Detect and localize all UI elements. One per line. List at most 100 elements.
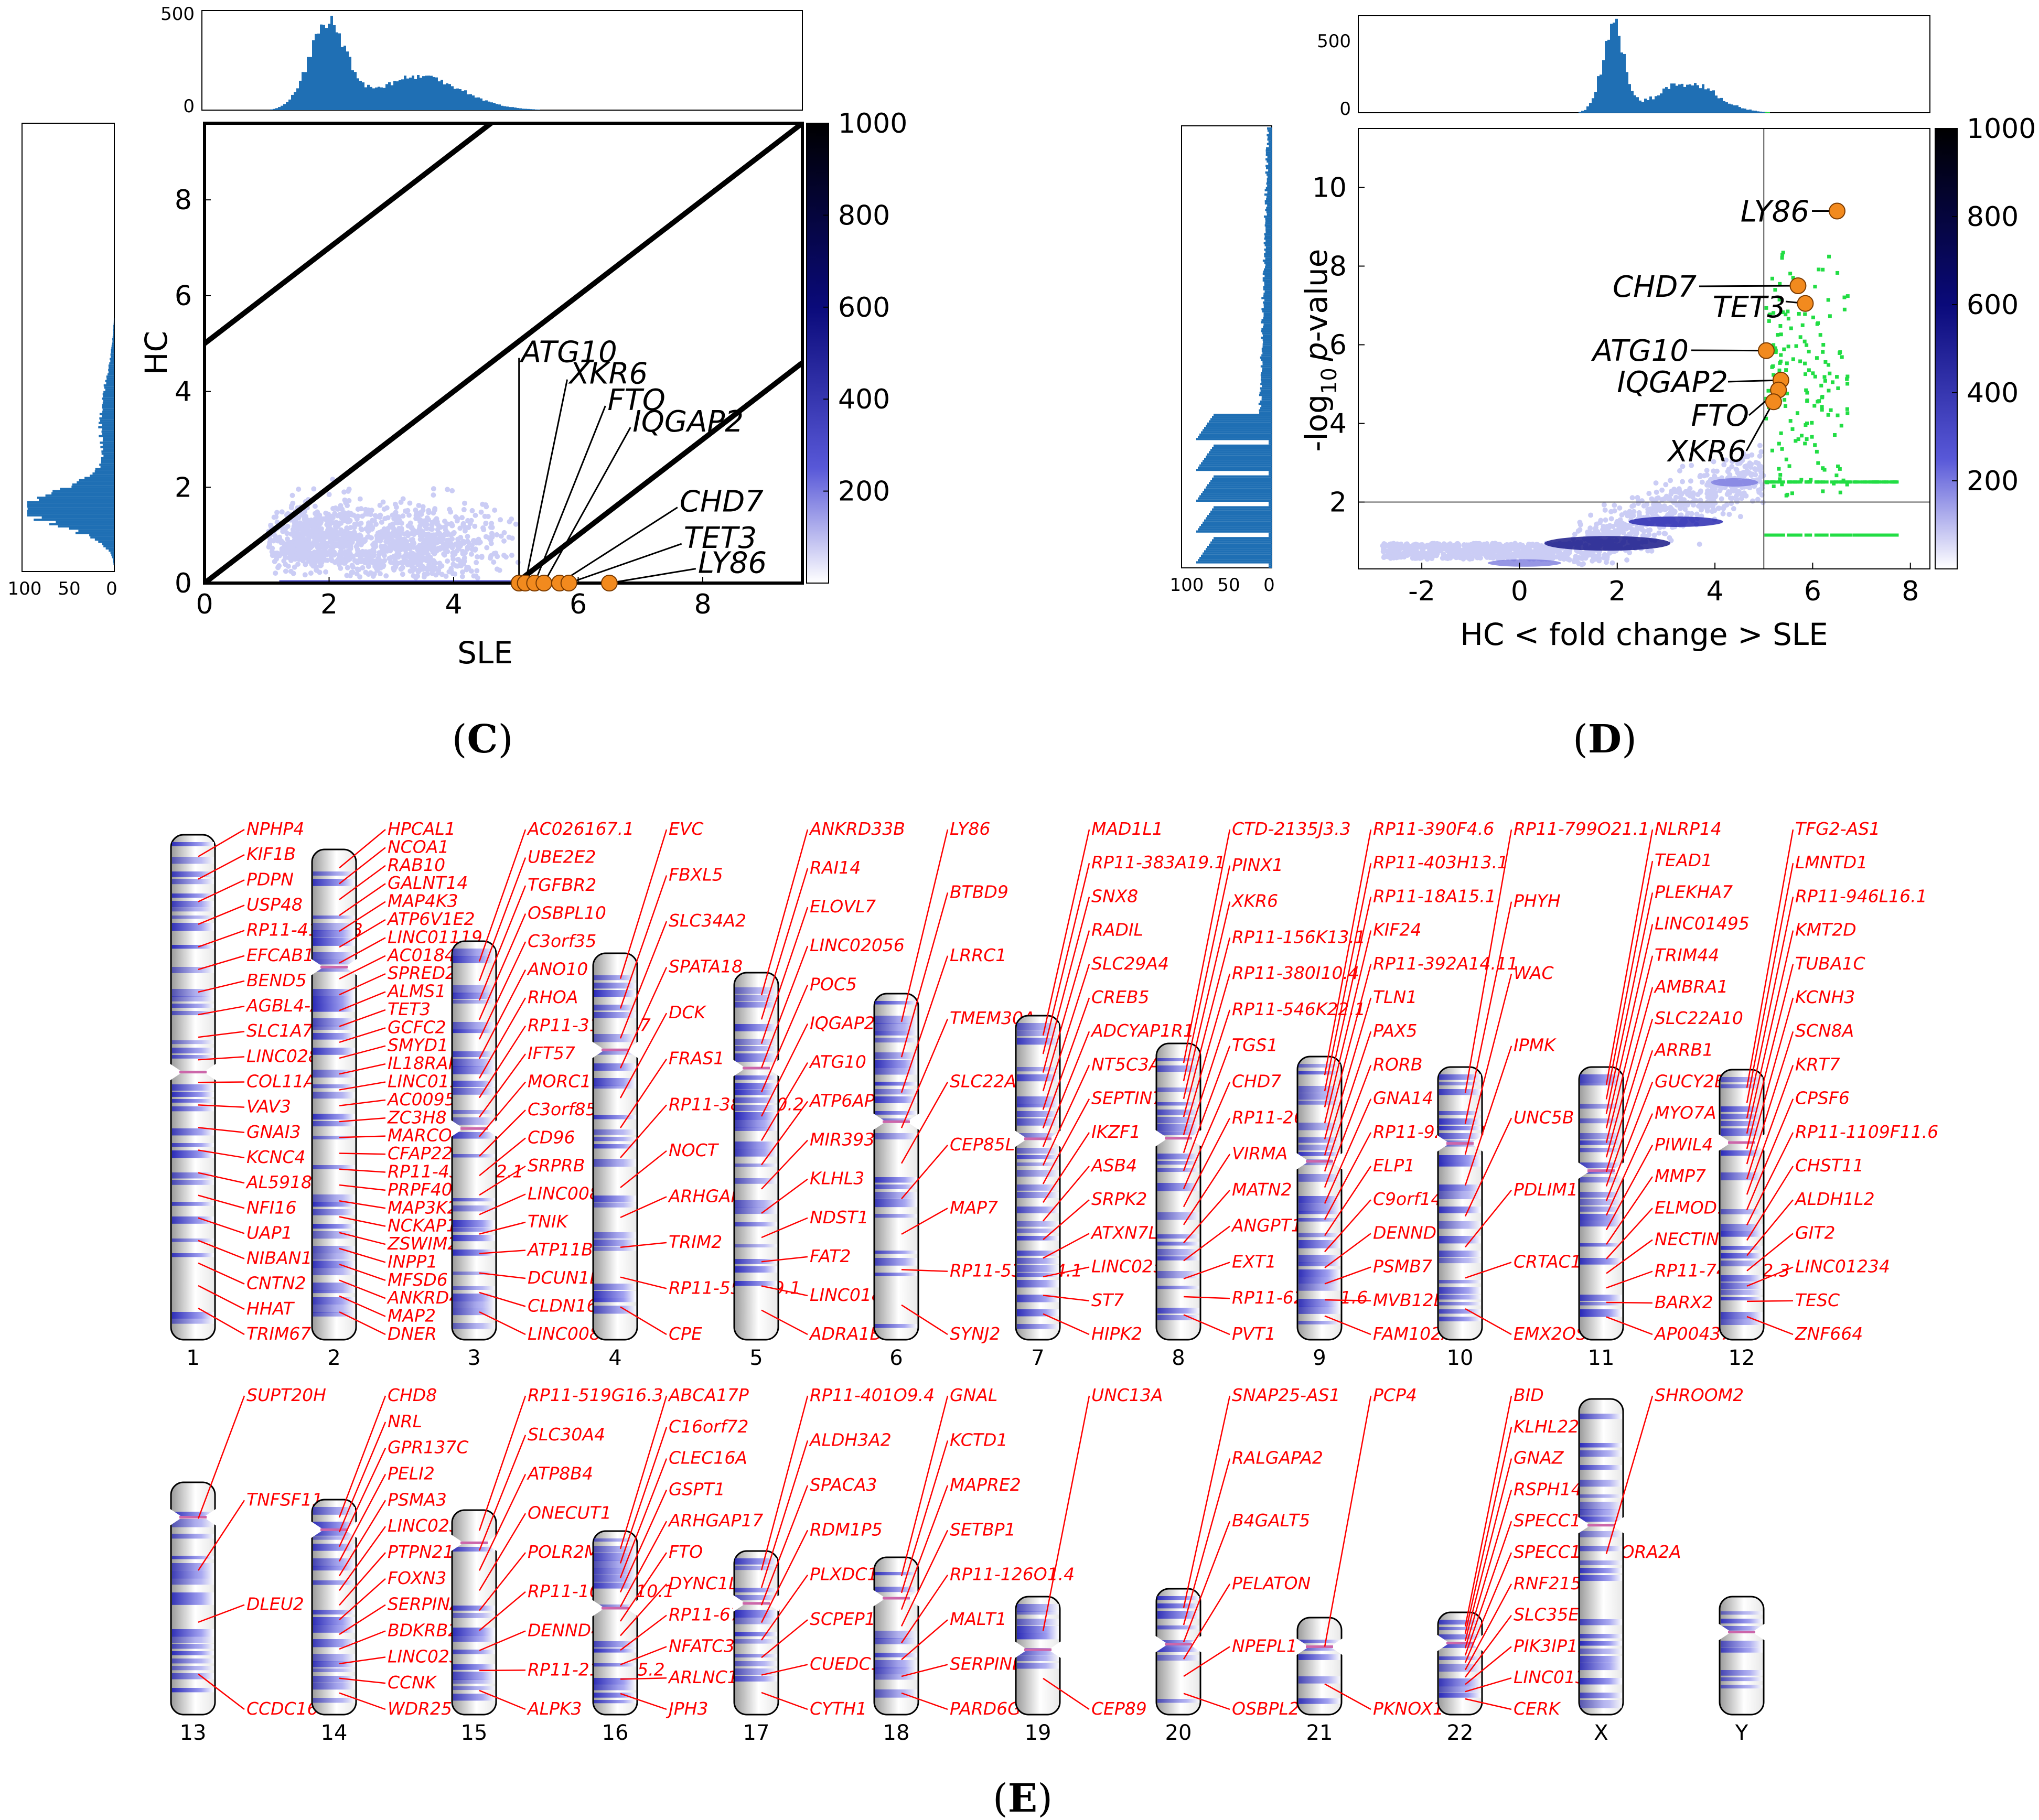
- chromosome-band: [594, 1085, 636, 1089]
- x-axis-label: HC < fold change > SLE: [1460, 617, 1828, 652]
- chromosome-band: [1298, 1196, 1340, 1203]
- chromosome-band: [1017, 1663, 1059, 1669]
- diagonal-line: [205, 123, 802, 583]
- gene-label: ATG10: [809, 1051, 866, 1072]
- histogram-bar: [459, 89, 462, 110]
- density-point: [1636, 510, 1642, 515]
- chromosome-band: [875, 1192, 917, 1199]
- gene-label: TEAD1: [1655, 850, 1712, 870]
- chromosome-band: [1157, 1161, 1199, 1165]
- gene-label: MAP7: [950, 1197, 998, 1218]
- density-point: [455, 557, 461, 563]
- histogram-bar: [325, 28, 328, 110]
- significant-point: [1845, 482, 1849, 487]
- histogram-bar: [307, 57, 309, 110]
- density-point: [363, 507, 369, 513]
- chromosome-band: [453, 1066, 495, 1074]
- chromosome-band: [313, 996, 355, 1005]
- histogram-bar: [78, 530, 114, 532]
- density-point: [358, 521, 364, 526]
- histogram-bar: [102, 424, 114, 426]
- significant-point: [1778, 473, 1783, 477]
- histogram-bar: [1196, 469, 1272, 471]
- colorbar-tick-label: 1000: [838, 108, 907, 139]
- density-point: [448, 566, 454, 572]
- gene-label: KCTD1: [950, 1429, 1007, 1450]
- significant-point: [1817, 399, 1821, 403]
- histogram-bar: [1260, 407, 1272, 410]
- gene-label: NFATC3: [669, 1635, 735, 1656]
- density-point: [1609, 530, 1615, 535]
- significant-point: [1790, 427, 1795, 431]
- gene-link-line: [198, 930, 245, 948]
- gene-label: LRRC1: [950, 945, 1006, 965]
- histogram-bar: [99, 464, 114, 466]
- density-point: [1557, 551, 1563, 557]
- density-point: [424, 566, 430, 572]
- gene-link-line: [1464, 829, 1512, 1093]
- density-point: [296, 487, 302, 492]
- plot-area-d: [1358, 128, 1930, 569]
- histogram-bar: [1262, 273, 1272, 275]
- histogram-bar: [39, 499, 114, 501]
- significant-point: [1816, 321, 1820, 325]
- gene-label: SNAP25-AS1: [1232, 1385, 1340, 1405]
- density-point: [375, 530, 381, 536]
- gene-point: [1765, 393, 1782, 411]
- histogram-bar: [1636, 97, 1639, 113]
- histogram-bar: [102, 543, 114, 545]
- significant-point: [1817, 267, 1821, 272]
- gene-label: JPH3: [666, 1698, 708, 1719]
- density-point: [1677, 505, 1683, 511]
- gene-link-line: [620, 1677, 667, 1680]
- chromosome-band: [1157, 1256, 1199, 1261]
- density-point: [1498, 551, 1504, 556]
- significant-point: [1786, 309, 1790, 314]
- chromosome-band: [453, 1628, 495, 1636]
- significant-point: [1805, 533, 1810, 537]
- density-point: [1629, 503, 1635, 509]
- histogram-bar: [1741, 108, 1744, 113]
- density-point: [292, 564, 297, 570]
- histogram-bar: [1267, 178, 1272, 180]
- density-point: [1631, 509, 1637, 514]
- gene-link-line: [1746, 930, 1794, 1134]
- density-point: [1503, 550, 1508, 555]
- significant-point: [1838, 350, 1842, 354]
- y-axis-label-part: -log: [1298, 394, 1334, 451]
- chromosome-band: [1017, 1280, 1059, 1288]
- gene-link-line: [479, 1193, 526, 1215]
- chromosome-label: 10: [1447, 1346, 1474, 1370]
- density-point: [1721, 462, 1727, 468]
- gene-link-line: [198, 1005, 245, 1016]
- density-point: [483, 521, 489, 526]
- density-point: [413, 515, 419, 521]
- gene-label: RP11-946L16.1: [1795, 886, 1927, 906]
- histogram-bar: [1662, 88, 1665, 113]
- density-point: [429, 547, 435, 553]
- chromosome-band: [594, 1568, 636, 1575]
- chromosome-band: [172, 1578, 214, 1585]
- histogram-bar: [58, 525, 114, 527]
- density-point: [395, 561, 401, 566]
- density-point: [1719, 496, 1724, 502]
- gene-link-line: [761, 1692, 808, 1710]
- density-point: [1730, 486, 1735, 492]
- histogram-bar: [383, 88, 385, 110]
- chromosome-band: [735, 1090, 777, 1095]
- gene-label: C3orf35: [528, 931, 596, 951]
- gene-link-line: [198, 1194, 245, 1209]
- significant-point: [1818, 533, 1822, 537]
- histogram-bar: [113, 563, 114, 565]
- significant-point: [1811, 371, 1815, 375]
- gene-link-line: [760, 984, 809, 1093]
- density-point: [426, 537, 432, 543]
- density-point: [302, 550, 307, 556]
- histogram-bar: [1260, 383, 1272, 385]
- gene-link-line: [1043, 1295, 1090, 1302]
- chromosome-band: [594, 1298, 636, 1302]
- chromosome-band: [1439, 1155, 1481, 1164]
- histogram-bar: [101, 457, 114, 459]
- gene-label: PLEKHA7: [1655, 881, 1733, 902]
- gene-link-line: [479, 1311, 526, 1336]
